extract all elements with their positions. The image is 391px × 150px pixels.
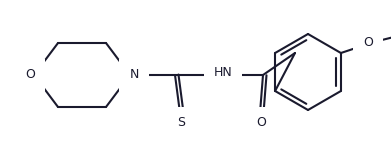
Text: O: O — [363, 36, 373, 48]
Text: HN: HN — [213, 66, 232, 78]
Text: O: O — [256, 117, 266, 129]
Text: N: N — [129, 69, 139, 81]
Text: O: O — [25, 69, 35, 81]
Text: S: S — [177, 117, 185, 129]
